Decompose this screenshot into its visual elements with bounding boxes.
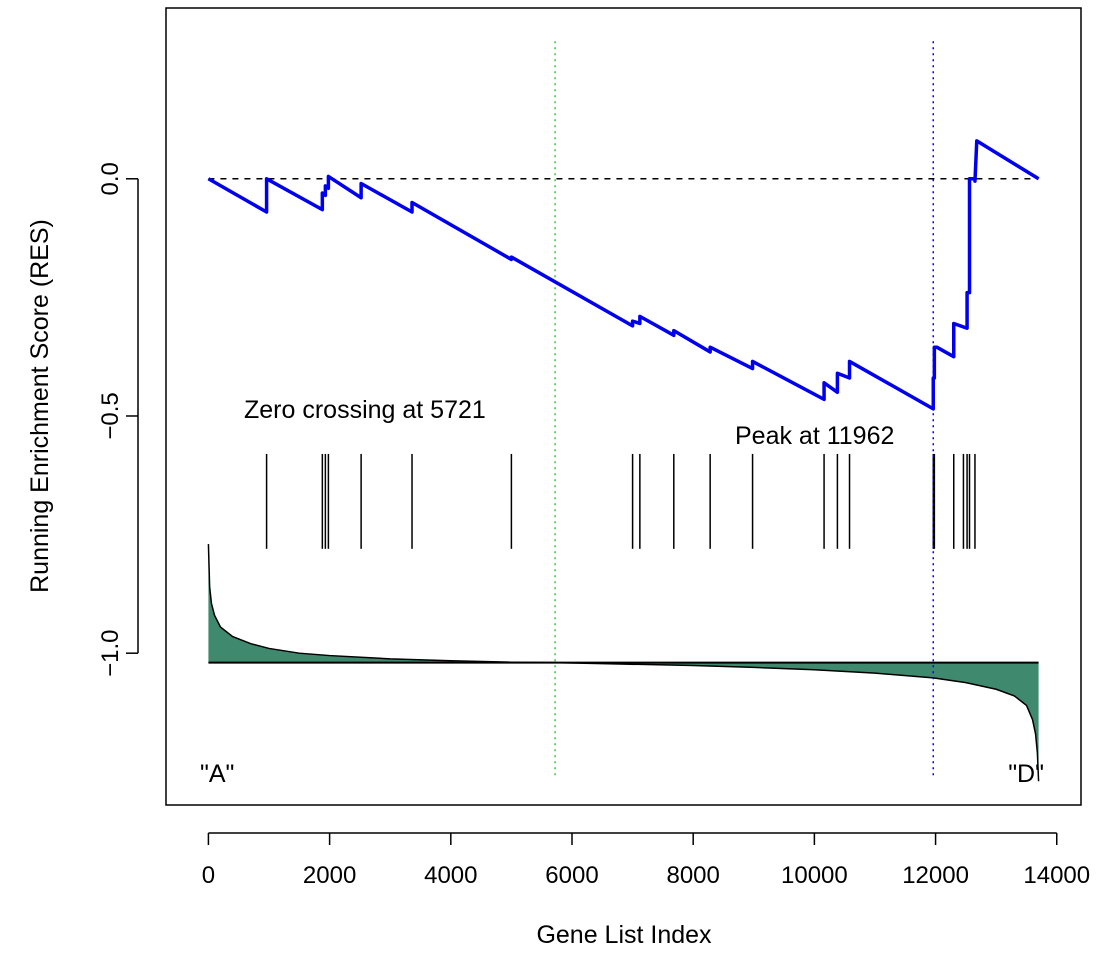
hit-marks: [265, 453, 976, 549]
plot-frame: [165, 7, 1082, 806]
y-tick-label: −0.5: [97, 392, 124, 439]
x-tick-label: 12000: [902, 862, 969, 889]
x-tick-label: 10000: [781, 862, 848, 889]
y-tick-label: −1.0: [97, 629, 124, 676]
x-tick-label: 2000: [303, 862, 356, 889]
right-label: "D": [1008, 760, 1044, 788]
x-tick-label: 8000: [666, 862, 719, 889]
running-enrichment-line: [207, 139, 1040, 411]
x-axis: 0 2000 4000 6000 8000 10000 12000 14000: [202, 832, 1090, 889]
ranked-metric-area: [207, 544, 1040, 782]
y-axis-title: Running Enrichment Score (RES): [26, 219, 54, 593]
x-tick-label: 14000: [1023, 862, 1090, 889]
zero-crossing-label: Zero crossing at 5721: [244, 396, 486, 424]
peak-label: Peak at 11962: [735, 422, 894, 450]
x-tick-label: 6000: [545, 862, 598, 889]
y-tick-label: 0.0: [97, 162, 124, 195]
x-axis-title: Gene List Index: [536, 921, 712, 949]
left-label: "A": [200, 760, 234, 788]
y-axis: 0.0 −0.5 −1.0: [97, 162, 139, 677]
x-tick-label: 4000: [424, 862, 477, 889]
x-tick-label: 0: [202, 862, 215, 889]
